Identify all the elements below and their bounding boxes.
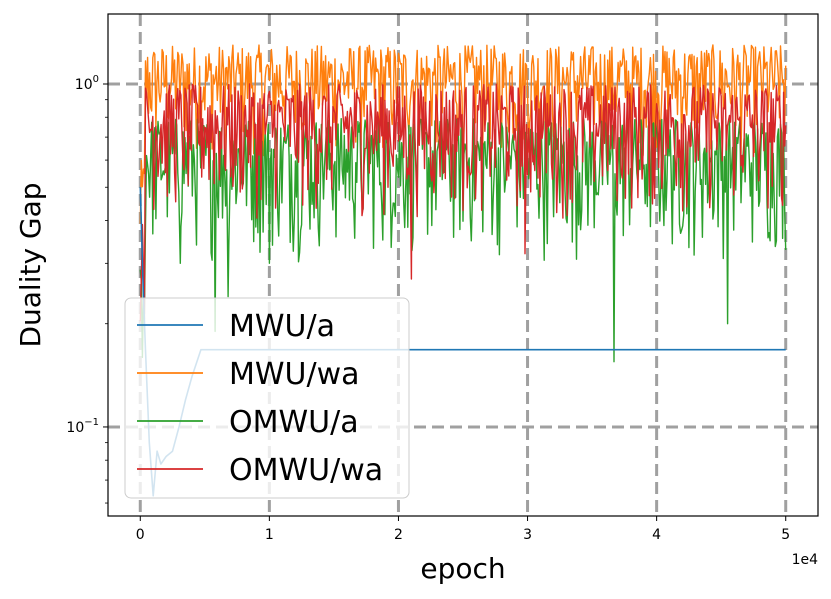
legend-label-1: MWU/wa [229, 357, 360, 392]
legend: MWU/a MWU/wa OMWU/a OMWU/wa [124, 297, 410, 499]
y-tick-label-0: 10−1 [66, 417, 99, 436]
legend-box [124, 297, 410, 499]
x-axis-label: epoch [420, 552, 505, 585]
x-tick-label-5: 5 [781, 527, 790, 543]
y-axis-ticks: 10−1 100 [66, 74, 108, 504]
y-axis-label: Duality Gap [14, 182, 47, 347]
legend-label-0: MWU/a [229, 309, 335, 344]
x-tick-label-2: 2 [394, 527, 403, 543]
plot-frame [107, 13, 819, 517]
x-tick-label-4: 4 [652, 527, 661, 543]
x-axis-multiplier: 1e4 [792, 552, 819, 568]
y-tick-label-1: 100 [75, 74, 99, 93]
x-tick-label-0: 0 [136, 527, 145, 543]
legend-label-3: OMWU/wa [229, 453, 383, 488]
series-line-omwu-wa [139, 83, 787, 322]
x-tick-label-3: 3 [523, 527, 532, 543]
x-tick-label-1: 1 [265, 527, 274, 543]
legend-label-2: OMWU/a [229, 405, 359, 440]
x-axis-ticks: 0 1 2 3 4 5 [136, 516, 790, 543]
